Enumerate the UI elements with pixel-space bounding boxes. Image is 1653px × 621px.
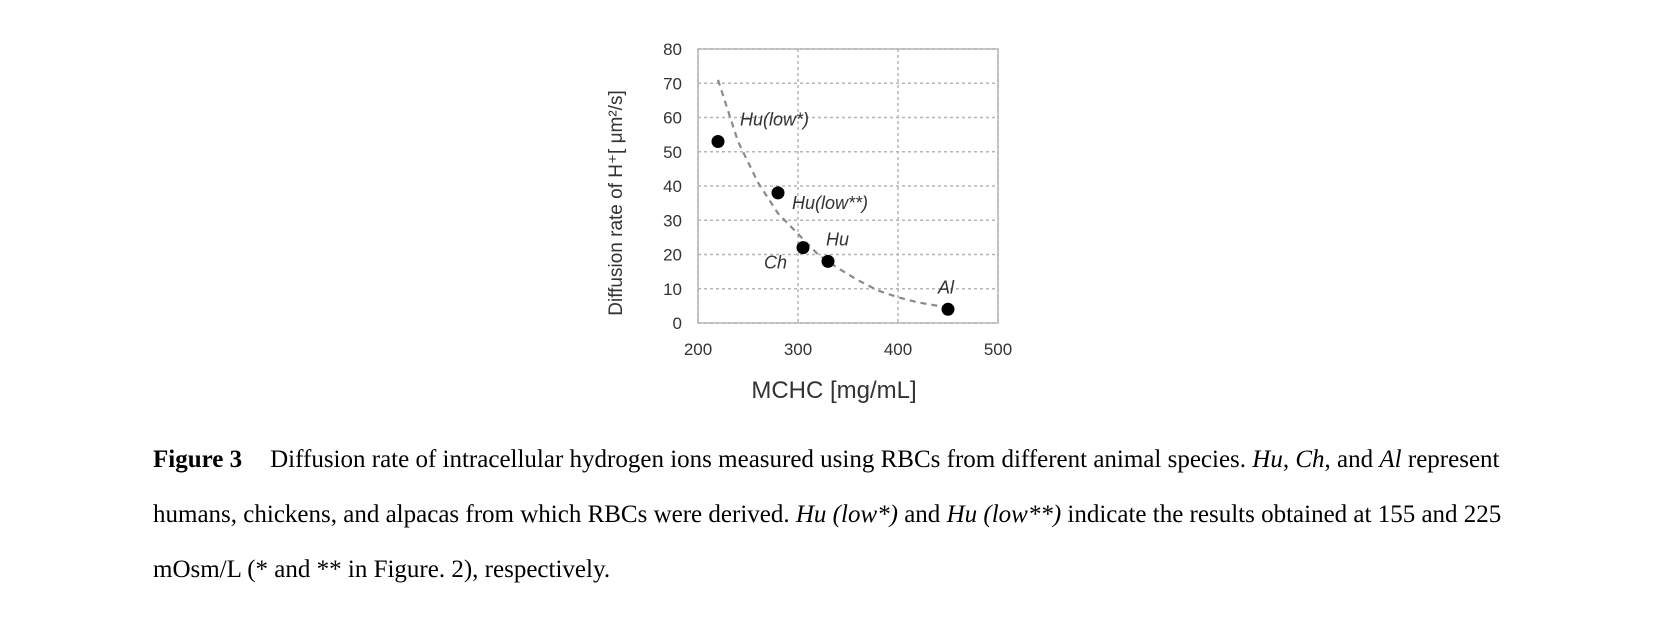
caption-text: represent humans, chickens, and alpacas … xyxy=(153,446,1500,528)
data-point xyxy=(821,254,835,268)
data-point xyxy=(796,241,810,255)
caption-sep: , and xyxy=(1324,446,1380,473)
data-point xyxy=(941,302,955,316)
caption-sep: , xyxy=(1282,446,1296,473)
figure-caption: Figure 3 Diffusion rate of intracellular … xyxy=(153,432,1523,597)
figure-label: Figure 3 xyxy=(153,446,243,473)
y-tick-label: 80 xyxy=(663,40,682,59)
x-tick-label: 500 xyxy=(984,340,1012,359)
plot-frame xyxy=(697,48,999,324)
y-tick-label: 60 xyxy=(663,109,682,128)
x-tick-label: 200 xyxy=(684,340,712,359)
data-points xyxy=(711,134,955,316)
caption-hu: Hu xyxy=(1252,446,1283,473)
point-label: Al xyxy=(937,277,955,297)
x-axis-title: MCHC [mg/mL] xyxy=(751,377,916,404)
caption-ch: Ch xyxy=(1295,446,1325,473)
caption-text: Diffusion rate of intracellular hydrogen… xyxy=(270,446,1253,473)
data-point xyxy=(711,134,725,148)
y-tick-label: 70 xyxy=(663,74,682,93)
y-tick-label: 40 xyxy=(663,177,682,196)
data-point xyxy=(771,186,785,200)
y-tick-label: 20 xyxy=(663,246,682,265)
point-label: Ch xyxy=(764,253,787,273)
y-tick-label: 50 xyxy=(663,143,682,162)
trendline xyxy=(716,79,949,309)
y-tick-label: 30 xyxy=(663,211,682,230)
y-axis-title: Diffusion rate of H⁺[ μm²/s] xyxy=(606,90,627,315)
x-tick-label: 400 xyxy=(884,340,912,359)
x-tick-labels: 200 300 400 500 xyxy=(684,340,1012,359)
caption-text: and xyxy=(897,501,947,528)
y-tick-labels: 0 10 20 30 40 50 60 70 80 xyxy=(663,40,682,333)
y-tick-label: 0 xyxy=(673,314,682,333)
caption-al: Al xyxy=(1379,446,1402,473)
caption-text: indicate the results obtained at 155 and… xyxy=(153,501,1502,583)
point-label: Hu(low*) xyxy=(740,109,809,129)
caption-hu-low1: Hu (low*) xyxy=(795,501,898,528)
point-label: Hu xyxy=(826,229,849,249)
point-label: Hu(low**) xyxy=(792,193,868,213)
point-labels: Hu(low*) Hu(low**) Ch Hu Al xyxy=(740,109,955,297)
x-tick-label: 300 xyxy=(784,340,812,359)
y-tick-label: 10 xyxy=(663,280,682,299)
caption-hu-low2: Hu (low**) xyxy=(946,501,1062,528)
